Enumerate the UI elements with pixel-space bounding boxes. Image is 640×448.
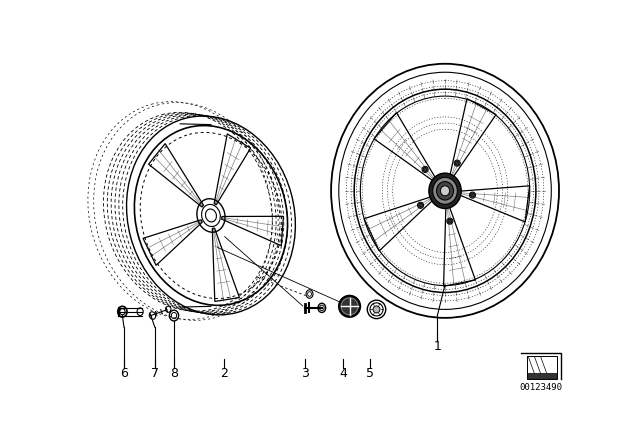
Ellipse shape: [422, 166, 428, 172]
Ellipse shape: [339, 296, 360, 317]
Text: 8: 8: [170, 367, 178, 380]
Ellipse shape: [470, 193, 474, 197]
Text: 7: 7: [151, 367, 159, 380]
Ellipse shape: [417, 202, 424, 208]
Ellipse shape: [455, 161, 459, 165]
Ellipse shape: [373, 306, 380, 313]
Bar: [527, 373, 557, 378]
Text: 5: 5: [366, 367, 374, 380]
Ellipse shape: [447, 218, 453, 224]
Ellipse shape: [429, 173, 461, 208]
Ellipse shape: [436, 181, 454, 200]
Ellipse shape: [341, 298, 358, 315]
Ellipse shape: [454, 160, 460, 166]
Ellipse shape: [423, 168, 427, 171]
Text: 00123490: 00123490: [519, 383, 562, 392]
Ellipse shape: [419, 203, 422, 207]
Ellipse shape: [469, 192, 476, 198]
Text: 4: 4: [339, 367, 348, 380]
Text: 6: 6: [120, 367, 128, 380]
Ellipse shape: [448, 219, 452, 223]
Text: 2: 2: [220, 367, 228, 380]
Ellipse shape: [433, 177, 458, 204]
Ellipse shape: [440, 186, 450, 196]
Text: 1: 1: [433, 340, 441, 353]
Text: 3: 3: [301, 367, 309, 380]
